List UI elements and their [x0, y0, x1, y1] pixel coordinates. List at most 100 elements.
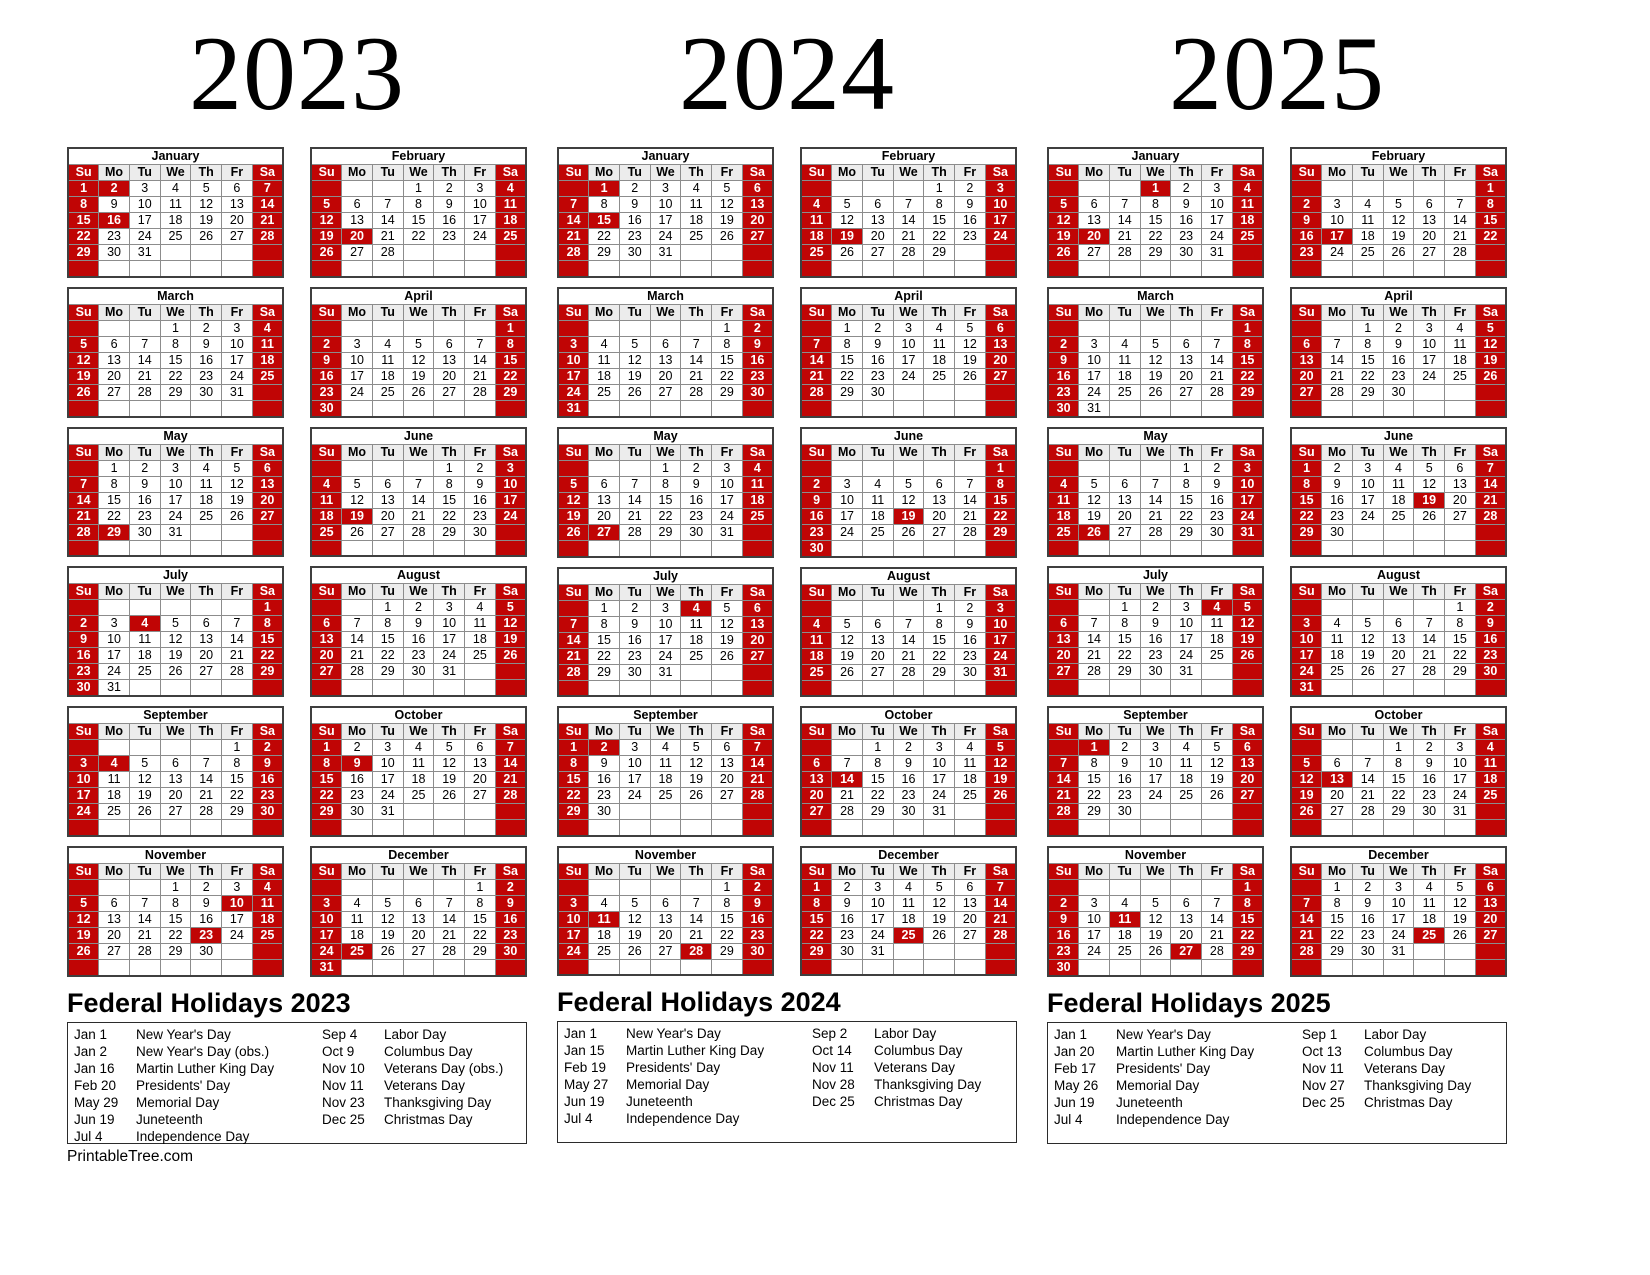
day-cell: 3	[711, 459, 743, 477]
day-cell-empty	[892, 399, 925, 418]
day-cell: 29	[494, 383, 527, 401]
weekday-header-cell: Su	[1290, 723, 1323, 740]
day-cell: 19	[1231, 631, 1264, 649]
day-cell: 14	[1108, 212, 1141, 229]
day-cell: 28	[557, 244, 590, 261]
holidays-title: Federal Holidays 2025	[1047, 987, 1331, 1018]
weekday-header-cell: We	[159, 303, 192, 321]
day-cell: 16	[954, 631, 986, 649]
weekday-header-cell: Tu	[128, 862, 161, 880]
day-cell: 27	[98, 383, 130, 401]
weekday-header-cell: Fr	[954, 583, 986, 601]
day-cell: 4	[402, 739, 435, 756]
day-cell: 27	[1108, 523, 1141, 541]
day-cell: 26	[1382, 244, 1415, 261]
day-cell: 17	[371, 771, 404, 788]
day-cell: 20	[923, 507, 956, 525]
day-cell: 30	[1108, 803, 1141, 820]
weekday-header-cell: We	[649, 862, 682, 880]
weekday-header-cell: Tu	[861, 164, 894, 181]
day-cell: 17	[310, 926, 343, 944]
day-cell: 21	[464, 367, 496, 385]
holiday-row: Dec 25 Christmas Day	[812, 1093, 1016, 1110]
weekday-header-cell: Mo	[1078, 723, 1110, 740]
day-cell: 29	[711, 942, 743, 960]
holiday-row: May 27 Memorial Day	[564, 1076, 812, 1093]
day-cell: 14	[1201, 910, 1233, 928]
day-cell-empty	[557, 260, 590, 277]
day-cell-empty	[341, 679, 373, 697]
day-cell: 7	[251, 180, 284, 197]
weekday-header-cell: Fr	[1444, 303, 1476, 321]
day-cell: 10	[557, 910, 590, 928]
day-cell-empty	[1413, 383, 1446, 401]
day-cell: 2	[680, 459, 713, 477]
day-cell: 12	[371, 910, 404, 928]
holiday-name: Juneteenth	[136, 1111, 203, 1127]
day-cell-empty	[128, 819, 161, 836]
day-cell: 26	[1474, 367, 1507, 385]
day-cell-empty	[464, 958, 496, 976]
day-cell: 20	[464, 771, 496, 788]
weekday-header-cell: Fr	[1444, 443, 1476, 461]
day-cell: 20	[1413, 228, 1446, 245]
day-cell: 16	[190, 910, 223, 928]
day-cell: 27	[433, 383, 466, 401]
day-cell: 30	[741, 942, 774, 960]
day-cell: 23	[954, 647, 986, 665]
day-cell: 15	[588, 212, 620, 229]
day-cell: 8	[1321, 894, 1353, 912]
day-cell: 12	[711, 615, 743, 633]
holiday-date: Nov 11	[1302, 1060, 1344, 1076]
day-cell: 17	[557, 367, 590, 385]
day-cell: 26	[402, 383, 435, 401]
day-cell: 26	[1139, 383, 1172, 401]
weekday-header-cell: We	[649, 443, 682, 461]
month-name: April	[800, 287, 1017, 305]
day-cell: 5	[494, 599, 527, 617]
day-cell: 16	[1351, 910, 1384, 928]
day-cell-empty	[1474, 679, 1507, 697]
day-cell: 4	[1231, 180, 1264, 197]
day-cell: 31	[1444, 803, 1476, 820]
weekday-header-cell: Sa	[1474, 164, 1507, 181]
day-cell-empty	[892, 383, 925, 401]
day-cell: 2	[1351, 878, 1384, 896]
weekday-header-cell: Sa	[741, 583, 774, 601]
day-cell: 24	[310, 942, 343, 960]
day-cell: 12	[310, 212, 343, 229]
day-cell: 27	[954, 926, 986, 944]
weekday-header-cell: Tu	[1108, 443, 1141, 461]
day-cell: 4	[861, 475, 894, 493]
weekday-header-cell: Th	[190, 164, 223, 181]
day-cell: 9	[190, 894, 223, 912]
day-cell: 8	[861, 755, 894, 772]
day-cell-empty	[892, 958, 925, 976]
day-cell: 30	[741, 383, 774, 401]
day-cell: 8	[557, 755, 590, 772]
day-cell: 15	[1351, 351, 1384, 369]
weekday-header-cell: Mo	[341, 443, 373, 461]
day-cell: 13	[711, 755, 743, 772]
day-cell: 9	[588, 755, 620, 772]
day-cell-empty	[861, 459, 894, 477]
day-cell-empty	[1047, 679, 1080, 697]
weekday-header-cell: Sa	[1231, 723, 1264, 740]
months-grid: January Su Mo Tu We Th Fr Sa 1 2 3 4 5 6 7 8 9 10 11 12 13 14…	[557, 147, 1017, 976]
weekday-header-cell: Fr	[464, 723, 496, 740]
day-cell: 30	[341, 803, 373, 820]
day-cell: 11	[1382, 475, 1415, 493]
day-cell: 18	[588, 367, 620, 385]
weekday-header-cell: Mo	[341, 164, 373, 181]
footer-link[interactable]: PrintableTree.com	[67, 1147, 194, 1165]
day-cell: 16	[800, 507, 833, 525]
holiday-row: Nov 11 Veterans Day	[1302, 1060, 1506, 1077]
day-cell: 2	[67, 615, 100, 632]
day-cell-empty	[923, 383, 956, 401]
day-cell: 10	[861, 894, 894, 912]
day-cell: 1	[1231, 878, 1264, 896]
day-cell-empty	[251, 523, 284, 541]
day-cell: 17	[221, 910, 253, 928]
day-cell: 23	[1201, 507, 1233, 525]
day-cell: 13	[402, 910, 435, 928]
